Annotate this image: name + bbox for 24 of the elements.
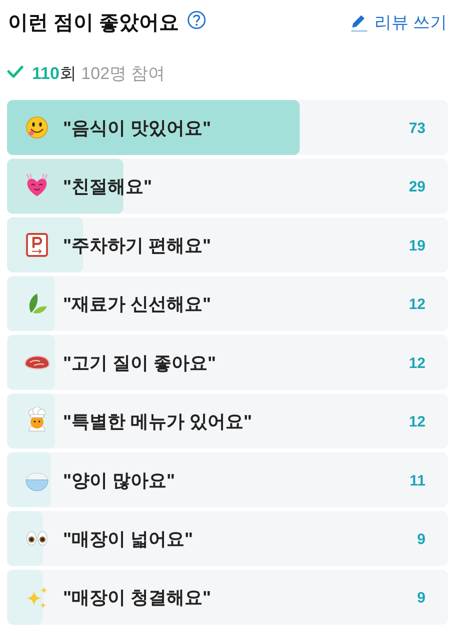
y-tick-label: "특별한 메뉴가 있어요" (63, 412, 252, 432)
data-label: 19 (408, 237, 426, 254)
y-tick-label: "재료가 신선해요" (63, 294, 212, 314)
y-tick-label: "친절해요" (63, 176, 152, 197)
text: 리뷰 쓰기 (374, 13, 447, 32)
chart-subtitle: 110회 102명 참여 (32, 64, 166, 83)
data-label: 9 (417, 530, 426, 548)
data-label: 9 (417, 590, 426, 607)
bar (7, 510, 44, 566)
data-label: 12 (408, 296, 426, 314)
data-label: 12 (408, 414, 426, 431)
y-tick-label: "매장이 청결해요" (63, 588, 212, 608)
y-tick-label: "양이 많아요" (63, 470, 176, 490)
data-label: 29 (408, 178, 426, 196)
data-label: 73 (408, 120, 426, 138)
y-tick-label: "매장이 넓어요" (63, 528, 194, 549)
y-tick-label: "주차하기 편해요" (63, 235, 212, 256)
data-label: 11 (410, 472, 426, 490)
data-label: 12 (408, 354, 426, 372)
bar (7, 276, 56, 332)
y-tick-label: "음식이 맛있어요" (63, 118, 212, 138)
bar (7, 570, 44, 625)
y-tick-label: "고기 질이 좋아요" (63, 352, 216, 373)
chart-title: 이런 점이 좋았어요 (8, 12, 180, 34)
